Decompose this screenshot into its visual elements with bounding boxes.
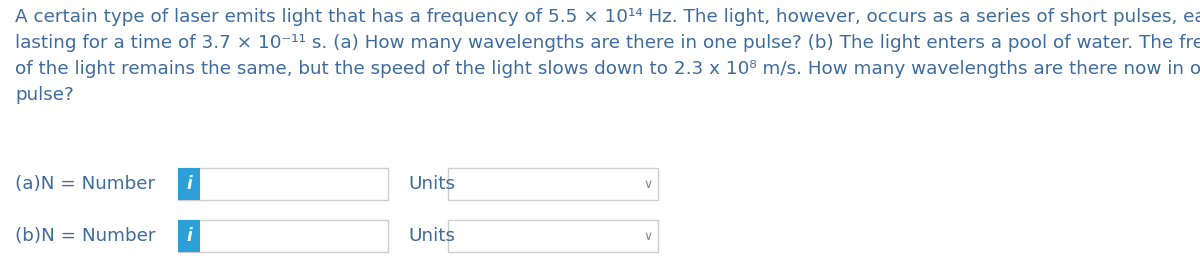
Text: i: i bbox=[186, 175, 192, 193]
Text: A certain type of laser emits light that has a frequency of 5.5 × 10¹⁴ Hz. The l: A certain type of laser emits light that… bbox=[14, 8, 1200, 26]
Text: Units: Units bbox=[408, 227, 455, 245]
Text: (b)N = Number: (b)N = Number bbox=[14, 227, 156, 245]
Text: pulse?: pulse? bbox=[14, 86, 73, 104]
FancyBboxPatch shape bbox=[448, 168, 658, 200]
Text: (a)N = Number: (a)N = Number bbox=[14, 175, 155, 193]
FancyBboxPatch shape bbox=[178, 220, 388, 252]
FancyBboxPatch shape bbox=[178, 168, 388, 200]
Text: lasting for a time of 3.7 × 10⁻¹¹ s. (a) How many wavelengths are there in one p: lasting for a time of 3.7 × 10⁻¹¹ s. (a)… bbox=[14, 34, 1200, 52]
Text: ∨: ∨ bbox=[643, 230, 653, 242]
Text: of the light remains the same, but the speed of the light slows down to 2.3 x 10: of the light remains the same, but the s… bbox=[14, 60, 1200, 78]
Text: ∨: ∨ bbox=[643, 178, 653, 190]
FancyBboxPatch shape bbox=[178, 168, 200, 200]
Text: i: i bbox=[186, 227, 192, 245]
FancyBboxPatch shape bbox=[448, 220, 658, 252]
Text: Units: Units bbox=[408, 175, 455, 193]
FancyBboxPatch shape bbox=[178, 220, 200, 252]
